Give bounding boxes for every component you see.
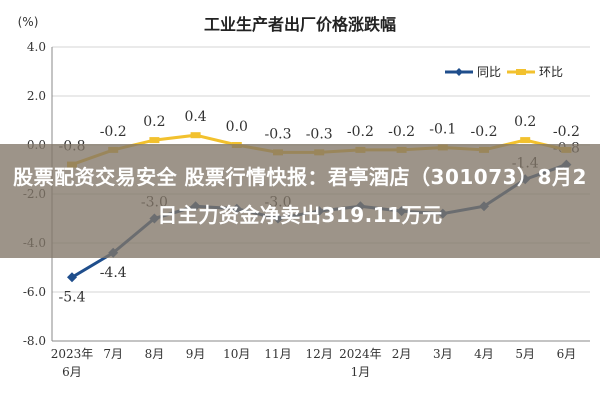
data-label: -5.4 [59, 289, 86, 305]
y-tick-label: -8.0 [23, 334, 46, 348]
data-label: -0.2 [388, 124, 415, 140]
data-point-mom [149, 137, 160, 144]
data-label: 0.0 [226, 119, 248, 135]
data-label: -0.2 [553, 124, 580, 140]
x-tick-label: 1月 [351, 365, 371, 379]
y-tick-label: 4.0 [27, 40, 46, 54]
x-tick-label: 11月 [264, 347, 291, 361]
data-label: -4.4 [100, 265, 127, 281]
legend-marker-mom [516, 69, 526, 75]
news-banner [0, 144, 600, 258]
data-label: -0.2 [347, 124, 374, 140]
y-unit-label: (%) [18, 15, 39, 29]
data-label: 0.2 [514, 114, 536, 130]
x-tick-label: 2月 [392, 347, 412, 361]
x-tick-label: 12月 [306, 347, 333, 361]
data-label: 0.4 [184, 109, 206, 125]
data-label: -0.2 [471, 124, 498, 140]
x-tick-label: 2023年 [51, 347, 94, 361]
x-tick-label: 5月 [515, 347, 535, 361]
x-tick-label: 7月 [103, 347, 123, 361]
x-tick-label: 4月 [474, 347, 494, 361]
banner-headline[interactable]: 股票配资交易安全 股票行情快报：君亭酒店（301073）8月2日主力资金净卖出3… [13, 165, 587, 227]
data-point-yoy [67, 272, 77, 283]
data-point-mom [520, 137, 531, 144]
legend-marker-yoy [455, 68, 463, 76]
x-tick-label: 6月 [557, 347, 577, 361]
y-tick-label: -6.0 [23, 285, 46, 299]
data-label: -0.1 [429, 121, 456, 137]
data-point-mom [190, 132, 201, 139]
x-tick-label: 8月 [145, 347, 165, 361]
x-tick-label: 10月 [223, 347, 250, 361]
data-label: -0.2 [100, 124, 127, 140]
y-tick-label: 2.0 [27, 89, 46, 103]
legend-label: 同比 [477, 65, 501, 79]
x-tick-label: 9月 [186, 347, 206, 361]
x-tick-label: 3月 [433, 347, 453, 361]
data-label: -0.3 [265, 126, 292, 142]
data-label: 0.2 [143, 114, 165, 130]
x-tick-label: 6月 [62, 365, 82, 379]
legend-label: 环比 [539, 65, 563, 79]
chart-title: 工业生产者出厂价格涨跌幅 [204, 15, 396, 34]
x-tick-label: 2024年 [339, 347, 382, 361]
data-label: -0.3 [306, 126, 333, 142]
